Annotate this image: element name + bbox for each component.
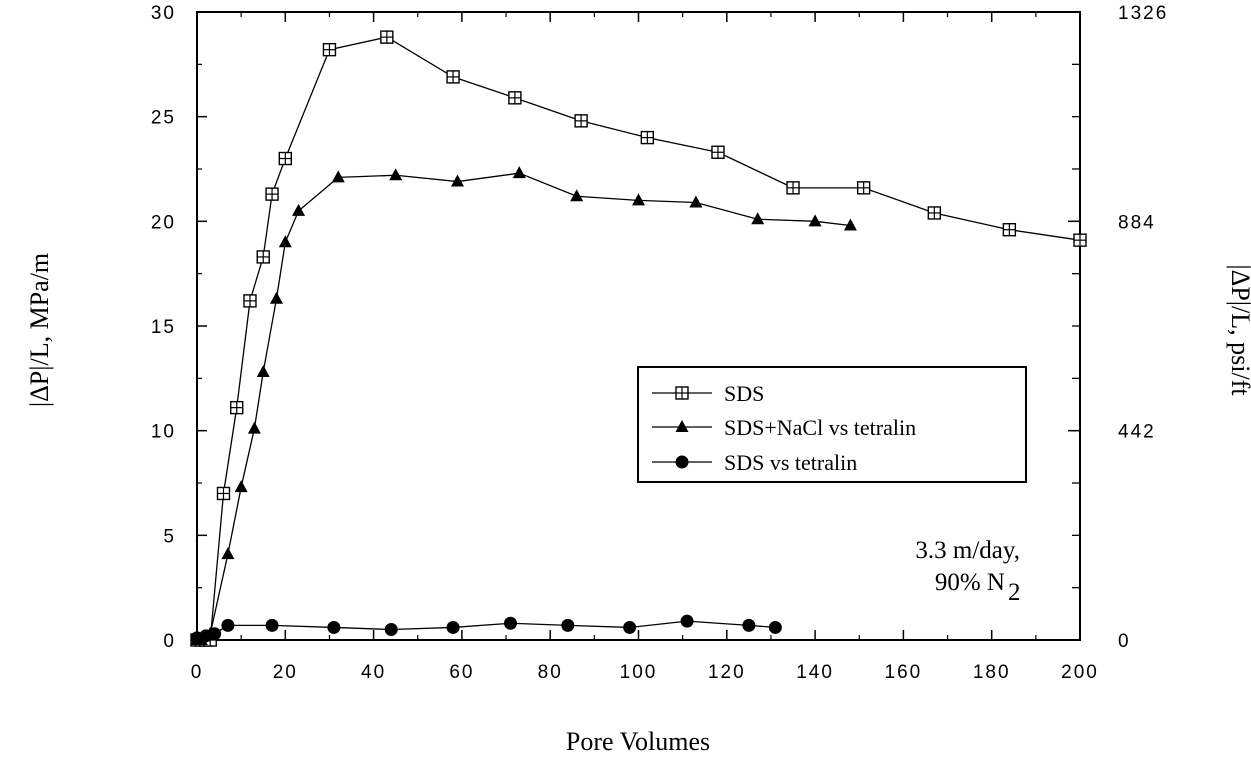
y2-tick-label: 0: [1118, 631, 1131, 652]
y-tick-label: 20: [151, 212, 176, 233]
y-tick-label: 0: [163, 631, 176, 652]
legend-marker: [675, 386, 689, 400]
legend-marker-sds-nacl: [675, 420, 689, 432]
x-tick-label: 40: [361, 662, 386, 683]
y-tick-label: 10: [151, 422, 176, 443]
data-point: [446, 70, 460, 84]
annotation: 3.3 m/day, 90% N 2: [915, 537, 1020, 606]
data-point: [322, 42, 337, 57]
data-point: [389, 168, 403, 181]
y-axis-label: |ΔP|/L, MPa/m: [25, 253, 54, 407]
data-point: [623, 620, 637, 634]
legend-label-sds-tetralin: SDS vs tetralin: [724, 450, 857, 475]
data-point: [292, 203, 306, 216]
legend-box: [637, 366, 1027, 483]
data-point: [265, 187, 279, 201]
data-point: [711, 145, 725, 159]
legend: SDS SDS+NaCl vs tetralin SDS vs tetralin: [637, 366, 1027, 483]
y2-axis-label: |ΔP|/L, psi/ft: [1226, 264, 1251, 396]
data-point: [247, 421, 261, 434]
data-point: [234, 480, 248, 493]
series-2: [190, 614, 782, 645]
annotation-line-2: 90% N: [935, 569, 1005, 596]
data-point: [843, 218, 857, 231]
axis-ticks: 0 20 40 60 80 100 120 140 160 180 200 0 5 10 15 20 25 30 0…: [151, 3, 1168, 683]
y-tick-label: 30: [151, 3, 176, 24]
data-point: [384, 623, 398, 637]
series-layer: [190, 30, 1087, 647]
data-point: [640, 130, 655, 145]
data-point: [278, 151, 292, 166]
data-point: [508, 91, 522, 105]
data-point: [927, 206, 942, 220]
x-tick-label: 160: [885, 662, 923, 683]
data-point: [512, 166, 526, 179]
y2-tick-label: 884: [1118, 212, 1156, 233]
data-point: [570, 189, 584, 202]
y2-tick-label: 1326: [1118, 3, 1168, 24]
data-point: [331, 170, 345, 183]
data-point: [1073, 233, 1087, 247]
data-point: [561, 618, 575, 632]
data-point: [689, 195, 703, 208]
data-point: [1002, 223, 1017, 237]
data-point: [450, 174, 464, 187]
data-point: [230, 400, 244, 415]
legend-label-sds-nacl: SDS+NaCl vs tetralin: [724, 415, 916, 440]
data-point: [768, 620, 782, 634]
data-point: [243, 294, 257, 308]
data-point: [680, 614, 694, 628]
y-tick-label: 5: [163, 526, 176, 547]
x-tick-label: 0: [191, 662, 204, 683]
x-tick-label: 180: [973, 662, 1011, 683]
data-point: [269, 291, 283, 304]
data-point: [278, 235, 292, 248]
x-tick-label: 200: [1061, 662, 1099, 683]
data-point: [327, 620, 341, 634]
x-tick-label: 20: [273, 662, 298, 683]
data-point: [221, 547, 235, 560]
data-point: [632, 193, 645, 206]
data-point: [256, 250, 270, 264]
data-point: [856, 181, 871, 195]
data-point: [380, 30, 394, 44]
y-tick-label: 15: [151, 317, 176, 338]
data-point: [574, 114, 588, 128]
x-tick-label: 80: [538, 662, 563, 683]
legend-marker: [675, 420, 689, 432]
x-tick-label: 120: [708, 662, 746, 683]
legend-marker: [675, 455, 689, 469]
x-axis-label: Pore Volumes: [566, 727, 710, 756]
data-point: [216, 486, 231, 501]
data-point: [446, 620, 460, 634]
data-point: [742, 618, 756, 632]
x-tick-label: 60: [449, 662, 474, 683]
data-point: [503, 616, 517, 630]
x-tick-label: 100: [620, 662, 658, 683]
legend-marker-sds: [675, 386, 689, 400]
y2-tick-label: 442: [1118, 422, 1156, 443]
data-point: [786, 181, 800, 195]
data-point: [808, 214, 822, 227]
series-line: [197, 172, 851, 641]
data-point: [256, 365, 270, 378]
data-point: [208, 627, 222, 641]
y-tick-label: 25: [151, 108, 176, 129]
legend-marker-sds-tetralin: [675, 455, 689, 469]
data-point: [265, 618, 279, 632]
annotation-line-1: 3.3 m/day,: [915, 537, 1020, 564]
annotation-subscript: 2: [1008, 579, 1021, 606]
series-line: [197, 36, 1081, 641]
data-point: [751, 212, 765, 225]
data-point: [221, 618, 235, 632]
legend-label-sds: SDS: [724, 381, 764, 406]
x-tick-label: 140: [796, 662, 834, 683]
